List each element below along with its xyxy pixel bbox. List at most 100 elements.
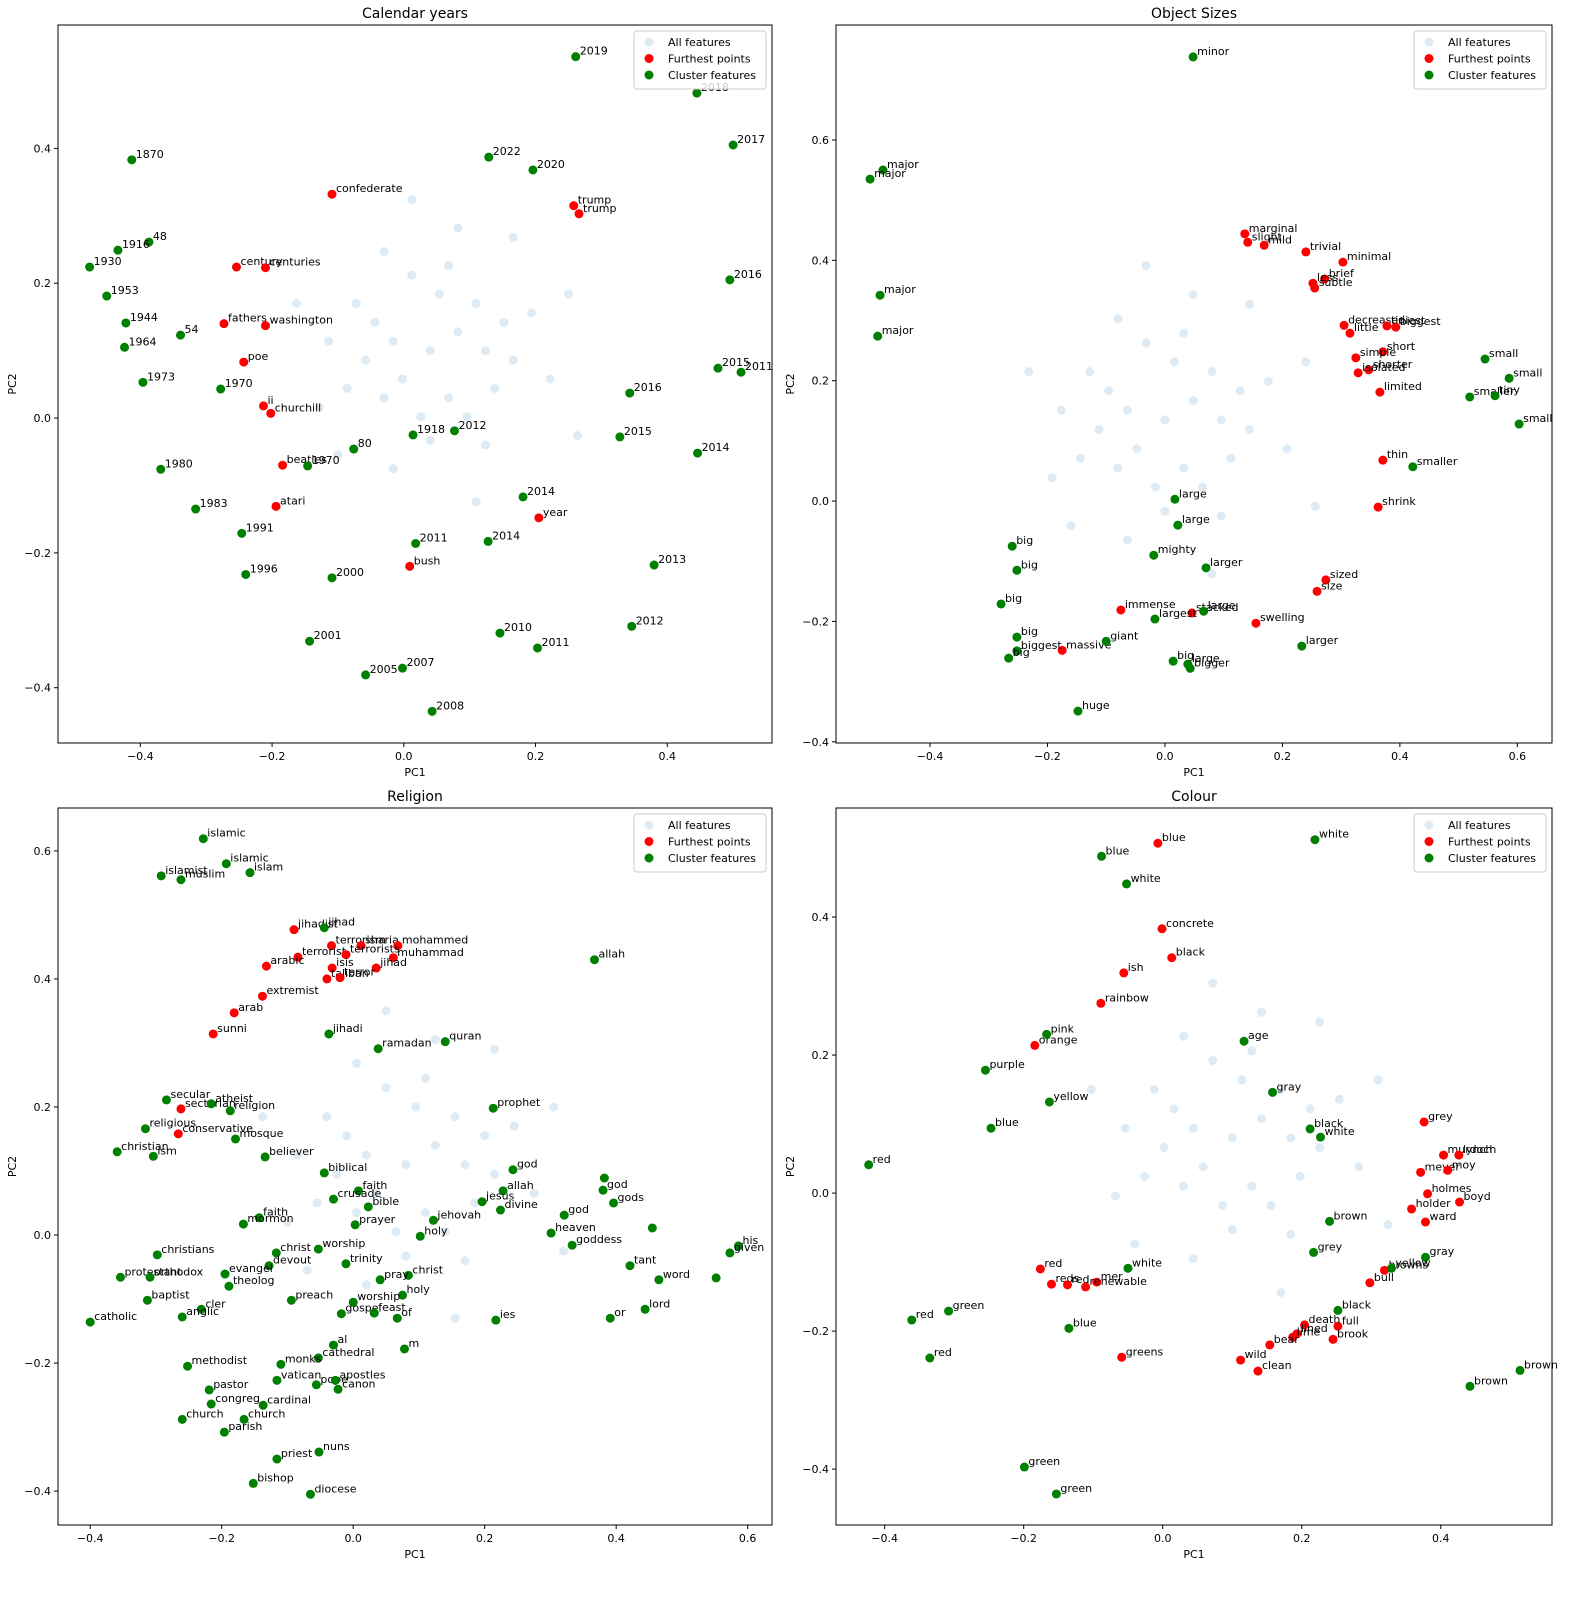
point xyxy=(488,1103,498,1113)
point xyxy=(206,1399,216,1409)
point xyxy=(1333,1305,1343,1315)
legend: All features Furthest points Cluster featu… xyxy=(1413,30,1547,90)
point xyxy=(1130,1239,1140,1249)
point xyxy=(196,1304,206,1314)
point xyxy=(407,195,417,205)
point-label: faith xyxy=(362,1179,387,1192)
point-label: jihad xyxy=(379,956,407,969)
point xyxy=(1199,606,1209,616)
point xyxy=(411,538,421,548)
point xyxy=(1354,1162,1364,1172)
point xyxy=(120,342,130,352)
point xyxy=(733,1241,743,1251)
legend-label: Cluster features xyxy=(668,852,756,865)
point xyxy=(1353,368,1363,378)
legend-marker xyxy=(644,853,654,863)
point xyxy=(388,464,398,474)
point xyxy=(1035,1264,1045,1274)
point xyxy=(259,401,269,411)
point xyxy=(495,1205,505,1215)
point-label: decreased xyxy=(1348,313,1405,326)
point xyxy=(692,88,702,98)
point-label: m xyxy=(408,1337,419,1350)
point-label: small xyxy=(1523,412,1552,425)
point xyxy=(245,868,255,878)
point-label: christians xyxy=(161,1243,214,1256)
point xyxy=(1086,1085,1096,1095)
point xyxy=(1310,835,1320,845)
point xyxy=(1168,656,1178,666)
legend-label: Furthest points xyxy=(1448,836,1531,849)
point xyxy=(1386,1263,1396,1273)
point xyxy=(1012,565,1022,575)
point xyxy=(864,1160,874,1170)
point xyxy=(1253,1366,1263,1376)
point-label: thin xyxy=(1387,448,1408,461)
point xyxy=(311,1380,321,1390)
point xyxy=(480,1131,490,1141)
point xyxy=(625,388,635,398)
point-label: bible xyxy=(372,1195,399,1208)
point xyxy=(573,431,583,441)
point xyxy=(534,513,544,523)
point-label: 2001 xyxy=(314,629,342,642)
x-tick-label: −0.2 xyxy=(208,1532,235,1545)
point-label: big xyxy=(1021,625,1038,638)
point xyxy=(260,321,270,331)
point xyxy=(421,1073,431,1083)
point xyxy=(1251,618,1261,628)
y-tick-label: 0.4 xyxy=(34,142,52,155)
point-label: 1980 xyxy=(165,457,193,470)
point-label: renewable xyxy=(1090,1275,1148,1288)
point xyxy=(327,941,337,951)
point xyxy=(411,1102,421,1112)
point xyxy=(425,435,435,445)
point xyxy=(907,1315,917,1325)
point xyxy=(1465,1381,1475,1391)
point xyxy=(425,346,435,356)
point xyxy=(1419,1117,1429,1127)
x-tick-label: 0.0 xyxy=(344,1532,362,1545)
point xyxy=(1439,1150,1449,1160)
point xyxy=(1188,1123,1198,1133)
point-label: red xyxy=(873,1153,891,1166)
point-label: 2016 xyxy=(634,381,662,394)
point xyxy=(371,1188,381,1198)
point xyxy=(1101,636,1111,646)
point xyxy=(1345,328,1355,338)
point xyxy=(509,1121,519,1131)
point xyxy=(725,275,735,285)
x-tick-label: −0.4 xyxy=(871,1532,898,1545)
point xyxy=(490,1044,500,1054)
point xyxy=(113,245,123,255)
y-tick-label: 0.6 xyxy=(34,845,52,858)
point xyxy=(401,1160,411,1170)
point xyxy=(1245,424,1255,434)
point-label: moy xyxy=(1452,1158,1476,1171)
point xyxy=(589,955,599,965)
point xyxy=(144,237,154,247)
point-label: tiny xyxy=(1499,384,1520,397)
point-label: diocese xyxy=(314,1482,356,1495)
point-label: smaller xyxy=(1417,455,1458,468)
point xyxy=(271,501,281,511)
point-label: biblical xyxy=(328,1161,367,1174)
point-label: gray xyxy=(1277,1080,1302,1093)
point xyxy=(112,1147,122,1157)
point xyxy=(276,1359,286,1369)
point xyxy=(239,357,249,367)
point xyxy=(232,262,241,272)
point xyxy=(527,308,537,318)
point xyxy=(335,973,345,983)
point-label: large xyxy=(1208,599,1236,612)
point-label: gray xyxy=(1429,1245,1454,1258)
point-label: small xyxy=(1489,347,1518,360)
x-tick-label: −0.4 xyxy=(127,750,154,763)
point-label: 2014 xyxy=(492,529,520,542)
point-label: islamic xyxy=(207,827,245,840)
point xyxy=(152,1250,162,1260)
point-label: 2000 xyxy=(336,566,364,579)
point-label: 1930 xyxy=(94,255,122,268)
point xyxy=(272,1454,282,1464)
point xyxy=(1282,444,1292,454)
